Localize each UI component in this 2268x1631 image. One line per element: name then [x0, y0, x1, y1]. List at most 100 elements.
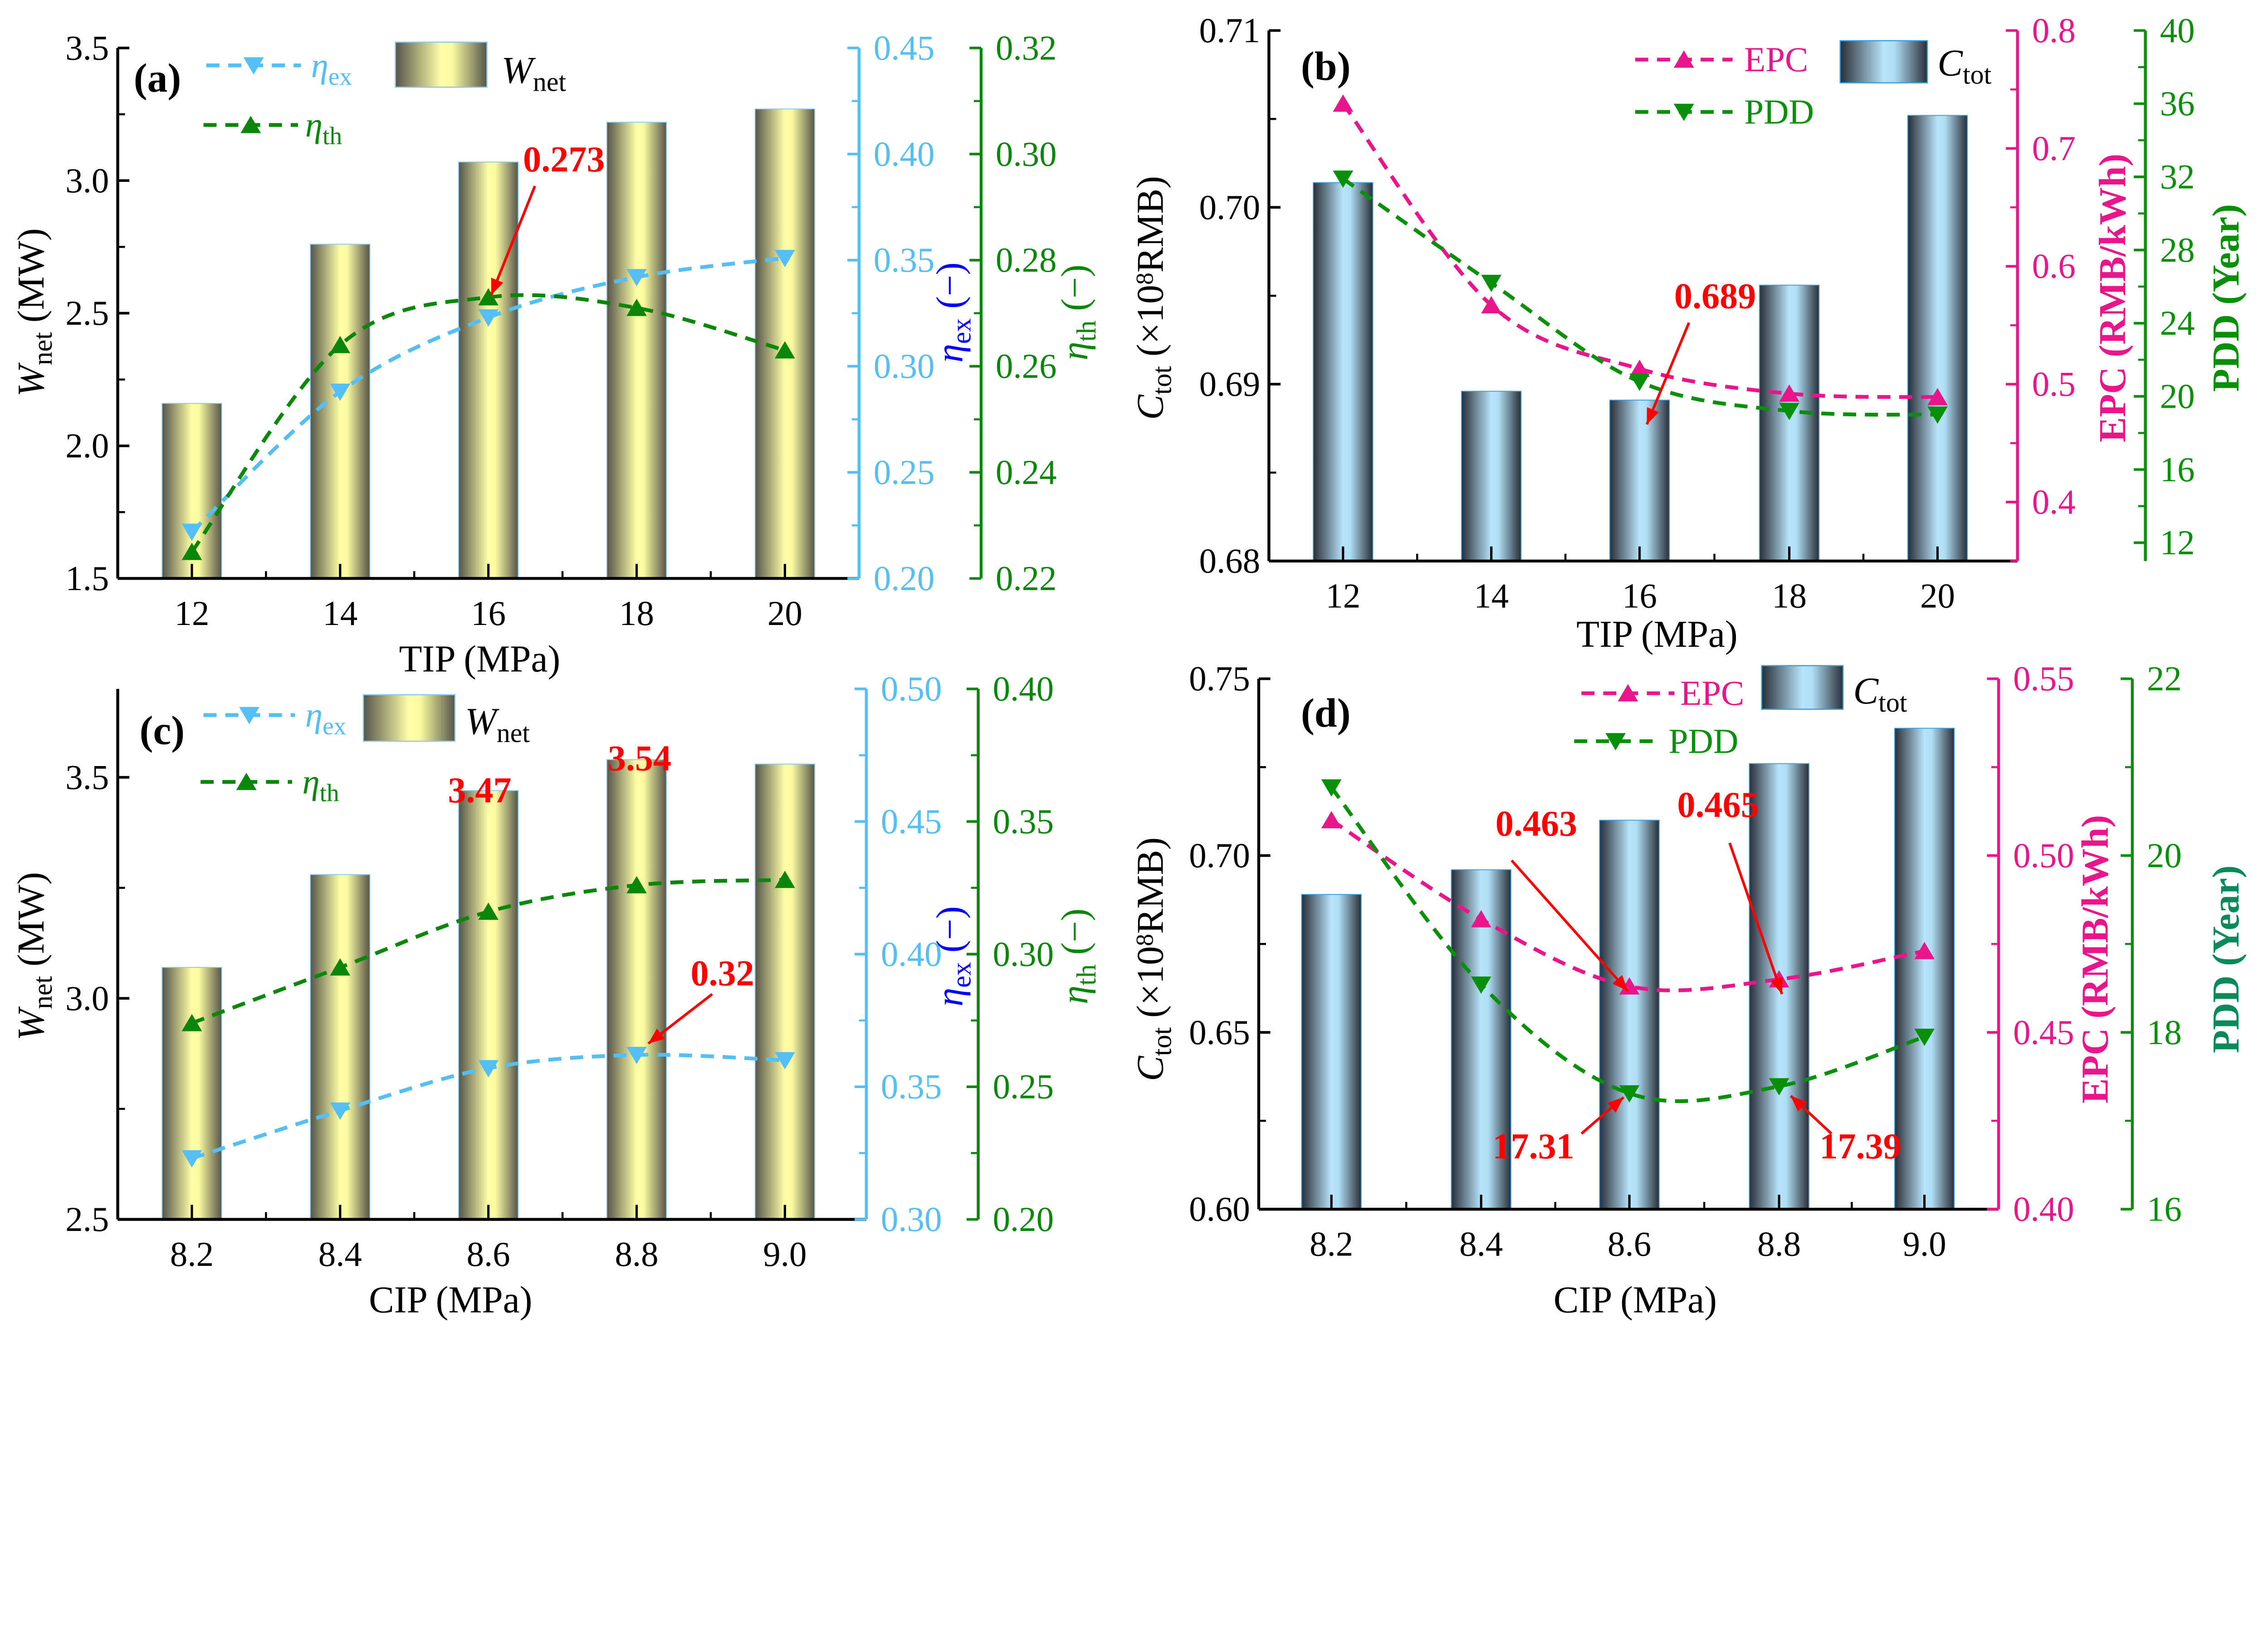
legend-label-bar-main: W [502, 50, 536, 92]
data-point-EPC-14 [1481, 296, 1502, 313]
x-tick-label: 8.6 [1608, 1225, 1651, 1264]
data-point-ex-14 [330, 383, 351, 401]
y-tick-label-right1: 0.40 [2013, 1190, 2074, 1229]
data-point-th-8.2 [181, 1014, 202, 1031]
data-point-EPC-8.4 [1471, 910, 1491, 928]
y-tick-label-right1: 0.30 [874, 347, 935, 386]
x-tick-label: 8.8 [1757, 1225, 1801, 1264]
series-line-EPC [1341, 102, 1938, 399]
data-point-ex-9.0 [774, 1052, 795, 1069]
annotation-arrow [1645, 322, 1691, 425]
y-axis-title-right1: EPC (RMB/kWh) [2092, 154, 2134, 442]
y-axis-title-right2-main: η [1054, 986, 1096, 1004]
legend-bar-swatch [1761, 665, 1844, 710]
legend-label-main: η [305, 105, 323, 144]
data-point-EPC-16 [1629, 360, 1650, 377]
y-axis-title-left-sup: 8 [1131, 934, 1158, 946]
panel-c: 8.2 8.4 8.6 8.8 9.0 2.5 3.0 3.5 0.30 0.35 0.40 0.45… [10, 669, 1101, 1321]
y-tick-label-right2: 16 [2160, 450, 2195, 489]
x-tick-label: 8.2 [1310, 1225, 1353, 1264]
y-tick-label-left: 3.5 [65, 28, 109, 67]
legend-marker-icon [1673, 50, 1694, 68]
y-axis-title-right2: PDD (Year) [2205, 204, 2247, 392]
y-tick-label-right1: 0.45 [2013, 1013, 2074, 1052]
y-axis-title-left-tail: (MW) [10, 228, 52, 332]
data-point-PDD-16 [1629, 373, 1650, 391]
y-tick-label-left: 2.0 [65, 426, 109, 465]
legend-bar-swatch [1839, 40, 1928, 83]
legend-label-bar: Ctot [1853, 670, 1907, 718]
data-point-th-8.8 [626, 876, 647, 894]
y-axis-title-left-main: W [10, 1006, 52, 1040]
y-tick-label-left: 0.70 [1189, 836, 1250, 875]
annotation-arrow [1728, 842, 1784, 995]
y-tick-label-right1: 0.35 [874, 240, 935, 279]
y-axis-title-right2-main: PDD (Year) [2205, 865, 2247, 1053]
y-tick-label-right1: 0.30 [881, 1200, 942, 1239]
legend-label-main: η [305, 695, 323, 734]
legend-label-bar-main: W [465, 701, 499, 742]
y-axis-title-left-sub: net [28, 976, 58, 1009]
bar-8.8 [606, 759, 667, 1220]
legend-label-main: PDD [1669, 722, 1739, 761]
y-axis-title-left-sub: tot [1147, 1027, 1177, 1056]
x-tick-label: 18 [1772, 576, 1807, 615]
x-tick-label: 12 [175, 594, 210, 633]
series-line-PDD [1330, 786, 1925, 1103]
legend-marker-icon [236, 772, 257, 790]
data-point-EPC-18 [1779, 384, 1800, 402]
y-axis-title-left-tail2: RMB) [1130, 837, 1172, 934]
bar-20 [1907, 115, 1968, 562]
y-tick-label-right2: 36 [2160, 84, 2195, 123]
y-tick-label-right2: 0.35 [993, 802, 1054, 841]
bar-16 [1609, 400, 1670, 562]
y-tick-label-right2: 20 [2147, 836, 2182, 875]
legend-label: PDD [1669, 722, 1739, 761]
y-tick-label-right1: 0.40 [874, 134, 935, 173]
y-axis-title-left: Ctot (×108RMB) [1130, 176, 1177, 420]
legend: EPC Ctot PDD [1635, 40, 1992, 131]
legend-label: ηth [303, 762, 339, 807]
panel-label: (c) [140, 708, 185, 753]
y-tick-label-right2: 0.20 [993, 1200, 1054, 1239]
annotation-arrowhead-icon [1770, 977, 1783, 994]
y-axis-title-left-tail2: RMB) [1130, 176, 1172, 273]
y-axis-title-left-main: C [1130, 394, 1172, 420]
legend-marker-icon [1618, 684, 1638, 702]
panel-label: (b) [1301, 44, 1351, 89]
x-tick-label: 9.0 [763, 1235, 807, 1274]
x-tick-label: 8.2 [170, 1235, 214, 1274]
y-tick-label-right1: 0.25 [874, 453, 935, 492]
y-axis-title-left-main: C [1130, 1055, 1172, 1081]
x-tick-label: 14 [323, 594, 357, 633]
legend-label-bar-sub: net [533, 67, 567, 97]
annotation-label: 3.54 [608, 738, 671, 778]
data-point-ex-8.4 [330, 1102, 351, 1120]
x-tick-label: 16 [471, 594, 506, 633]
y-axis-title-right1: EPC (RMB/kWh) [2074, 815, 2116, 1104]
legend-label-main: EPC [1680, 674, 1744, 713]
series-line-th [190, 293, 786, 553]
annotation-label: 0.463 [1496, 804, 1577, 844]
y-tick-label-right1: 0.45 [874, 28, 935, 67]
y-tick-label-right2: 16 [2147, 1190, 2182, 1229]
y-tick-label-right2: 0.40 [993, 669, 1054, 708]
y-axis-title-left-tail: (MW) [10, 872, 52, 976]
legend-label-bar: Wnet [465, 701, 530, 748]
data-point-PDD-9.0 [1914, 1028, 1935, 1046]
x-tick-label: 12 [1325, 576, 1360, 615]
bar-9.0 [1894, 728, 1955, 1210]
annotation-label: 0.273 [523, 140, 605, 180]
x-axis-title: TIP (MPa) [1576, 614, 1738, 655]
y-axis-title-right2-main: PDD (Year) [2205, 204, 2247, 392]
y-tick-label-right1: 0.6 [2032, 247, 2076, 286]
y-tick-label-right1: 0.5 [2032, 365, 2076, 404]
y-tick-label-right2: 0.22 [996, 559, 1057, 598]
data-point-th-18 [626, 298, 647, 316]
x-tick-label: 20 [1920, 576, 1955, 615]
data-point-ex-8.8 [626, 1046, 647, 1065]
y-tick-label-right2: 32 [2160, 157, 2195, 196]
y-tick-label-right1: 0.45 [881, 802, 942, 841]
